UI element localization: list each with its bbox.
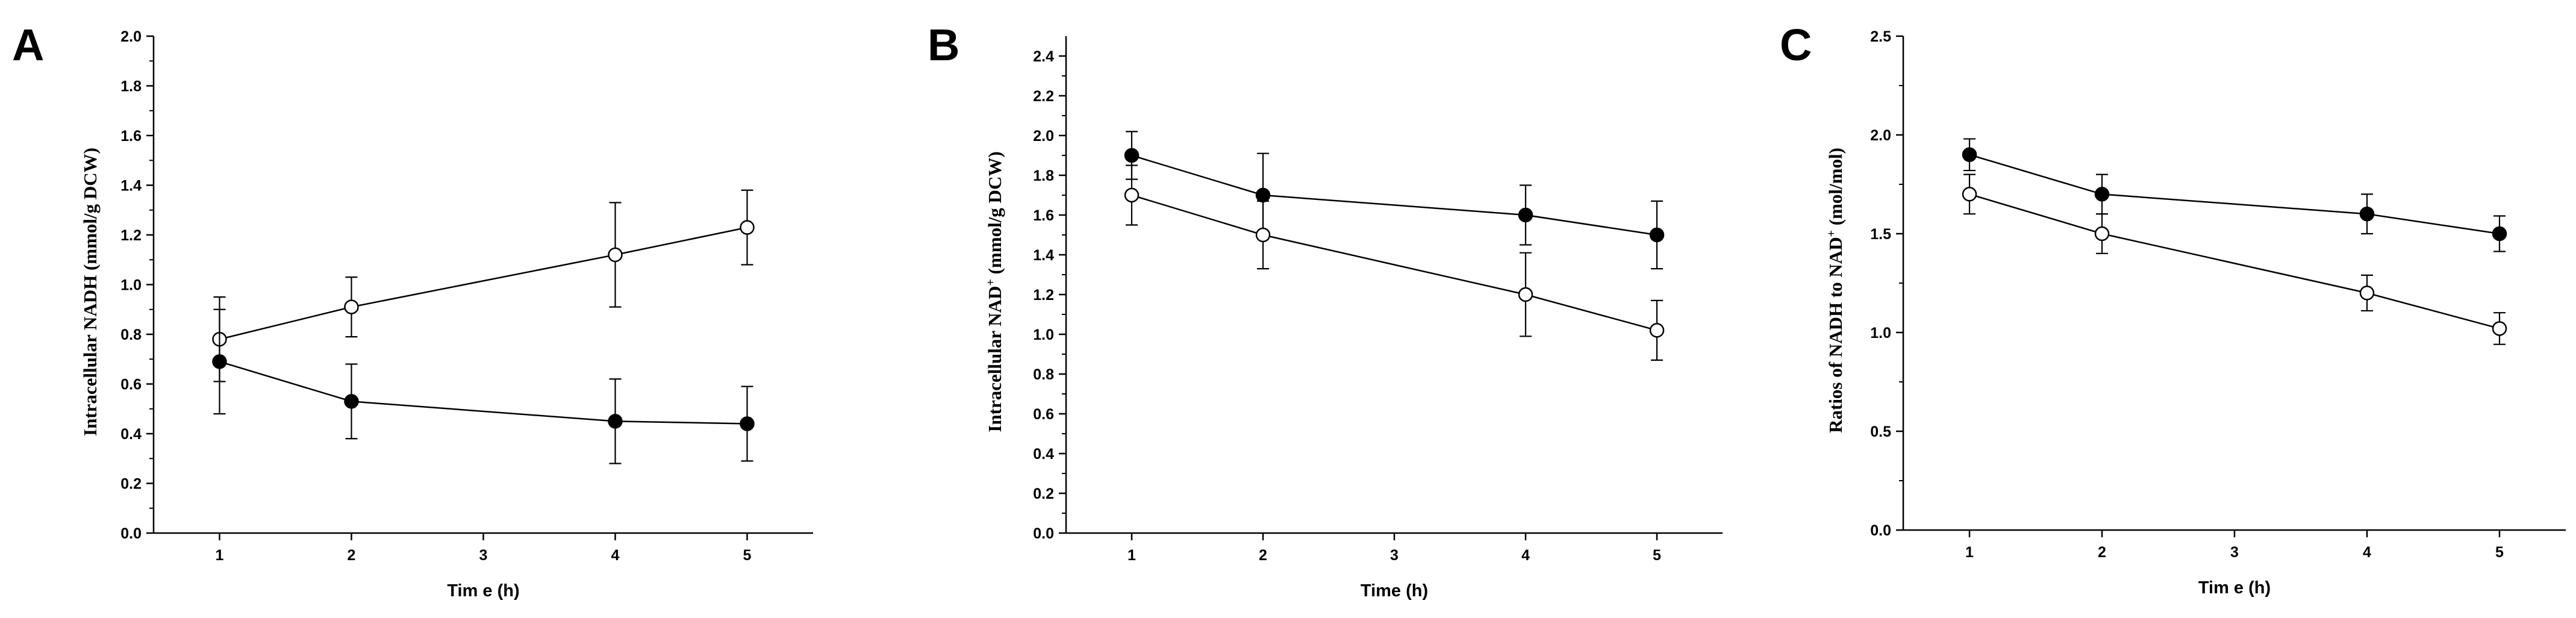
filled-series-point bbox=[1124, 148, 1140, 163]
filled-series-point bbox=[1518, 207, 1533, 223]
y-tick-label: 1.0 bbox=[1033, 326, 1054, 343]
open-series bbox=[212, 189, 755, 382]
panel-letter: C bbox=[1780, 20, 1812, 70]
y-tick-label: 0.0 bbox=[1870, 522, 1891, 539]
open-series-point bbox=[344, 299, 359, 314]
filled-series bbox=[1124, 131, 1665, 270]
y-tick-label: 1.8 bbox=[1033, 167, 1054, 184]
y-tick-label: 0.8 bbox=[120, 326, 142, 343]
x-axis-title: Tim e (h) bbox=[2198, 578, 2271, 598]
panel-letter: B bbox=[928, 20, 959, 70]
open-series-line bbox=[219, 226, 747, 340]
open-series-point bbox=[1962, 187, 1977, 202]
filled-series-line bbox=[1969, 154, 2500, 235]
x-tick-label: 5 bbox=[2495, 544, 2504, 561]
open-series-line bbox=[1969, 193, 2500, 329]
x-tick-label: 4 bbox=[2363, 544, 2371, 561]
y-tick-label: 0.2 bbox=[1033, 485, 1054, 502]
open-series-point bbox=[2492, 321, 2507, 336]
panel-c: C 0.0 0.5 1.0 1.5 2.0 2.5 1 2 3 4 5 Tim e (h) Ratios … bbox=[1780, 20, 2566, 598]
filled-series-point bbox=[740, 416, 755, 431]
panel-a: A 0.0 0.2 0.4 0.6 0.8 1.0 1.2 1.4 1.6 1.8 2.0 1 2 3 4 5 T… bbox=[12, 20, 813, 601]
y-tick-label: 1.2 bbox=[1033, 287, 1054, 304]
y-tick-label: 0.4 bbox=[1033, 446, 1054, 463]
y-tick-label: 1.0 bbox=[120, 277, 142, 294]
filled-series-point bbox=[2359, 206, 2375, 222]
y-axis-title: Intracellular NADH (mmol/g DCW) bbox=[80, 148, 101, 436]
y-tick-label: 1.4 bbox=[120, 178, 142, 195]
x-tick-label: 4 bbox=[1521, 547, 1530, 564]
x-tick-label: 5 bbox=[743, 547, 752, 564]
y-tick-label: 0.4 bbox=[120, 426, 142, 443]
open-series-point bbox=[2359, 286, 2375, 301]
x-tick-label: 1 bbox=[1127, 547, 1136, 564]
open-series-point bbox=[1124, 187, 1140, 203]
filled-series-point bbox=[2492, 226, 2507, 242]
filled-series-point bbox=[1255, 187, 1271, 203]
x-tick-label: 1 bbox=[1965, 544, 1974, 561]
y-tick-label: 2.0 bbox=[1033, 128, 1054, 145]
y-tick-label: 1.0 bbox=[1870, 325, 1891, 342]
y-tick-label: 2.0 bbox=[120, 28, 142, 45]
y-tick-label: 0.5 bbox=[1870, 423, 1891, 440]
open-series-point bbox=[608, 247, 623, 263]
open-series-point bbox=[740, 220, 755, 235]
open-series bbox=[1962, 173, 2507, 345]
open-series-point bbox=[1255, 227, 1271, 243]
open-series-line bbox=[1131, 194, 1658, 331]
y-tick-label: 2.4 bbox=[1033, 48, 1054, 65]
y-tick-label: 2.2 bbox=[1033, 88, 1054, 105]
x-tick-label: 4 bbox=[611, 547, 620, 564]
y-axis-title: Intracellular NAD+ (mmol/g DCW) bbox=[984, 151, 1005, 432]
panel-letter: A bbox=[12, 20, 44, 70]
y-axis-title-superscript: + bbox=[1825, 230, 1838, 237]
y-tick-label: 0.0 bbox=[1033, 525, 1054, 542]
y-tick-label: 2.0 bbox=[1870, 127, 1891, 144]
x-tick-label: 2 bbox=[1259, 547, 1267, 564]
filled-series-point bbox=[212, 354, 227, 369]
y-tick-label: 0.6 bbox=[1033, 406, 1054, 423]
y-tick-label: 1.6 bbox=[120, 128, 142, 145]
x-axis-title: Time (h) bbox=[1361, 581, 1428, 601]
x-tick-label: 3 bbox=[1390, 547, 1399, 564]
filled-series-point bbox=[608, 414, 623, 429]
filled-series-line bbox=[219, 361, 747, 425]
panel-b: B 0.0 0.2 0.4 0.6 0.8 1.0 1.2 1.4 1.6 1.8 2.0 2.2 2.4… bbox=[928, 20, 1723, 601]
y-tick-label: 0.6 bbox=[120, 376, 142, 393]
filled-series-line bbox=[1131, 154, 1658, 236]
x-axis-title: Tim e (h) bbox=[447, 581, 519, 601]
x-tick-label: 3 bbox=[2230, 544, 2239, 561]
x-tick-label: 1 bbox=[216, 547, 224, 564]
y-tick-label: 1.2 bbox=[120, 227, 142, 244]
x-tick-label: 5 bbox=[1653, 547, 1661, 564]
y-tick-label: 1.4 bbox=[1033, 247, 1054, 264]
x-tick-label: 2 bbox=[348, 547, 356, 564]
filled-series-point bbox=[2094, 187, 2110, 202]
filled-series-point bbox=[344, 394, 359, 409]
y-axis-title-superscript: + bbox=[984, 279, 997, 286]
y-tick-label: 0.8 bbox=[1033, 366, 1054, 383]
open-series-point bbox=[1518, 287, 1533, 302]
filled-series bbox=[212, 308, 755, 464]
open-series bbox=[1124, 164, 1665, 361]
open-series-point bbox=[2094, 226, 2110, 242]
y-tick-label: 1.8 bbox=[120, 78, 142, 95]
y-axis-title: Ratios of NADH to NAD+ (mol/mol) bbox=[1825, 148, 1846, 433]
y-tick-label: 0.0 bbox=[120, 525, 142, 542]
y-tick-label: 1.5 bbox=[1870, 226, 1891, 243]
filled-series-point bbox=[1962, 147, 1977, 163]
filled-series bbox=[1962, 138, 2507, 252]
open-series-point bbox=[1649, 323, 1665, 338]
x-tick-label: 3 bbox=[479, 547, 488, 564]
y-tick-label: 2.5 bbox=[1870, 28, 1891, 45]
y-tick-label: 0.2 bbox=[120, 476, 142, 493]
y-tick-label: 1.6 bbox=[1033, 207, 1054, 224]
filled-series-point bbox=[1649, 227, 1665, 243]
x-tick-label: 2 bbox=[2098, 544, 2106, 561]
